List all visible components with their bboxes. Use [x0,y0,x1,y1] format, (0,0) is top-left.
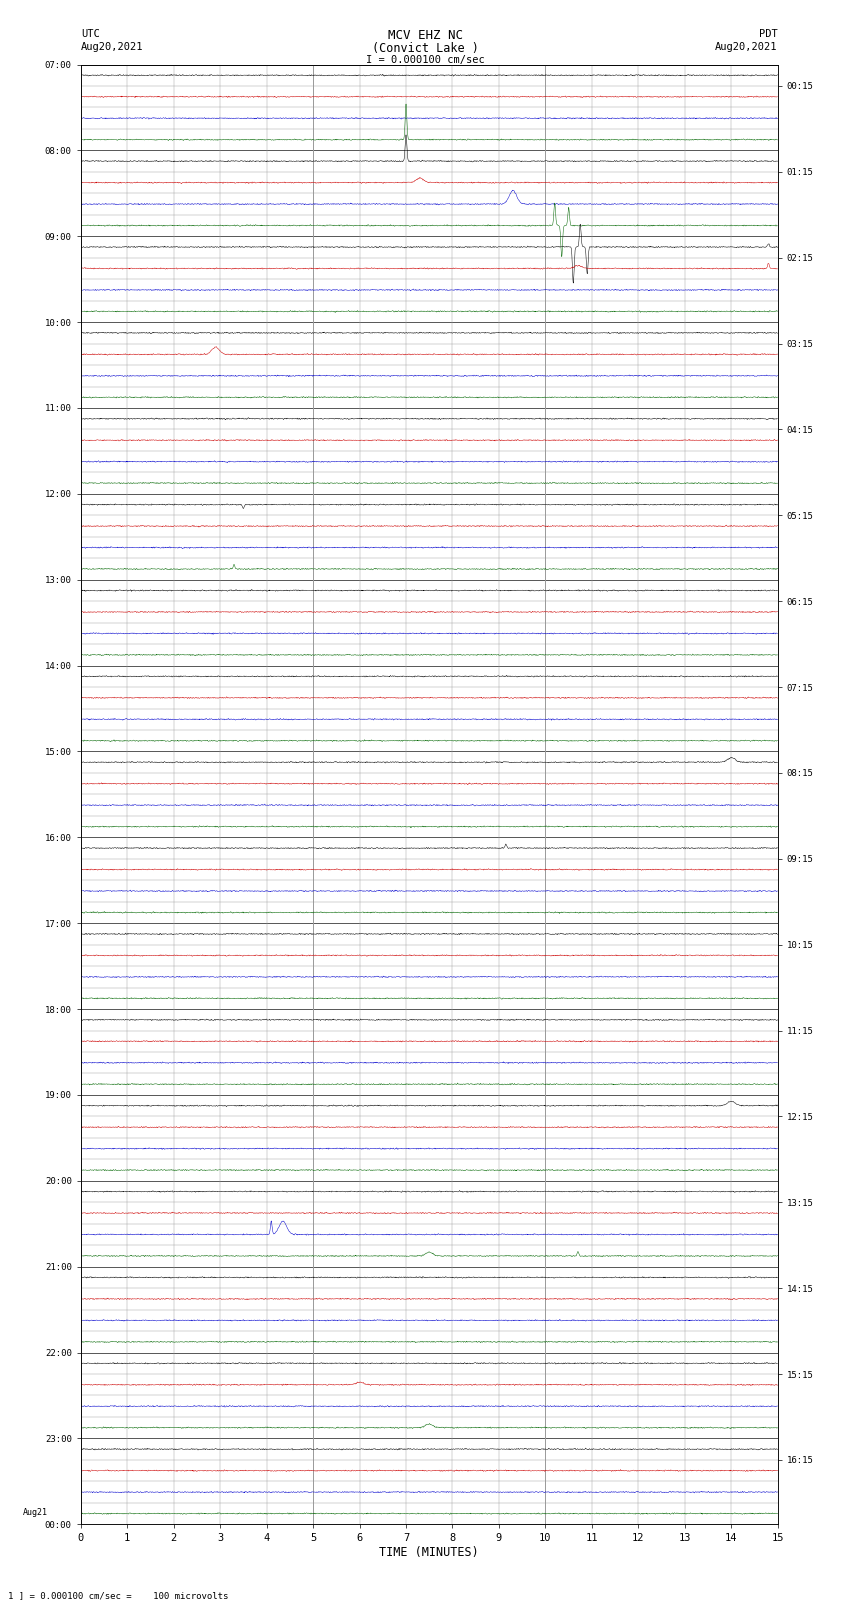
Text: I = 0.000100 cm/sec: I = 0.000100 cm/sec [366,55,484,65]
Text: UTC: UTC [81,29,99,39]
Text: Aug20,2021: Aug20,2021 [715,42,778,52]
X-axis label: TIME (MINUTES): TIME (MINUTES) [379,1547,479,1560]
Text: PDT: PDT [759,29,778,39]
Text: 1 ] = 0.000100 cm/sec =    100 microvolts: 1 ] = 0.000100 cm/sec = 100 microvolts [8,1590,229,1600]
Text: MCV EHZ NC: MCV EHZ NC [388,29,462,42]
Text: Aug20,2021: Aug20,2021 [81,42,144,52]
Text: (Convict Lake ): (Convict Lake ) [371,42,479,55]
Text: Aug21: Aug21 [23,1508,48,1516]
